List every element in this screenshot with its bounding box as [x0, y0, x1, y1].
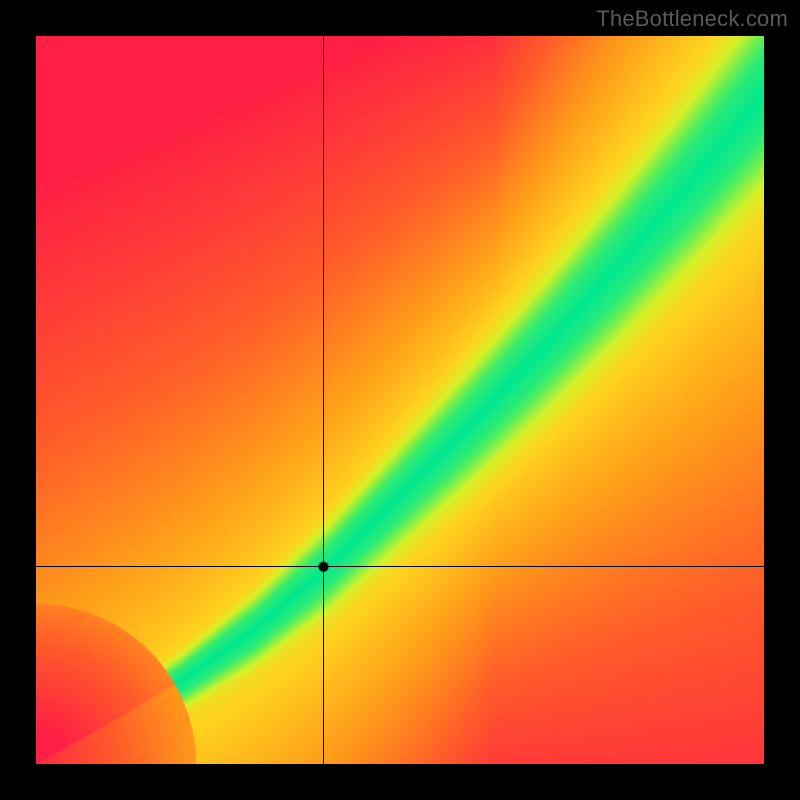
heatmap-plot: [36, 36, 764, 764]
watermark-text: TheBottleneck.com: [596, 6, 788, 32]
marker-dot: [36, 36, 764, 764]
chart-container: TheBottleneck.com: [0, 0, 800, 800]
plot-frame: [34, 34, 766, 766]
